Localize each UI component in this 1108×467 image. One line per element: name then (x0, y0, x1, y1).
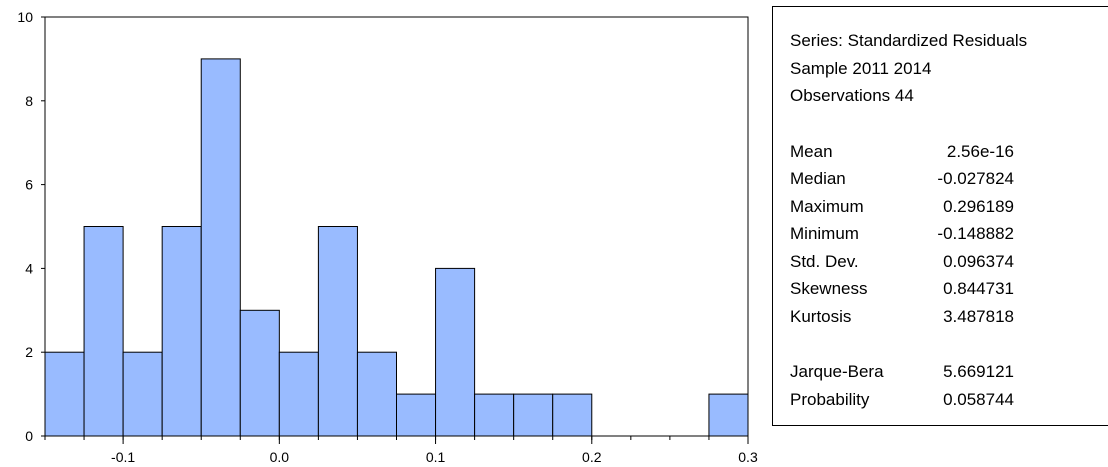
stat-row: Std. Dev. 0.096374 (790, 248, 1108, 276)
stat-value: -0.027824 (937, 169, 1014, 188)
stat-label: Median (790, 169, 846, 188)
histogram-bar (435, 267, 476, 437)
x-tick-label: 0.3 (738, 449, 758, 465)
histogram-bar (161, 226, 202, 437)
histogram-bar (708, 393, 749, 437)
test-rows: Jarque-Bera 5.669121 Probability 0.058744 (790, 358, 1108, 413)
histogram-bar (317, 226, 358, 437)
y-axis: 0 2 4 6 8 10 (17, 9, 45, 444)
stat-value: 0.296189 (943, 196, 1014, 216)
stat-row: Minimum -0.148882 (790, 220, 1108, 248)
histogram-bar (356, 351, 398, 437)
series-label: Series: Standardized Residuals (790, 31, 1028, 50)
histogram-bar (278, 351, 319, 437)
test-label: Probability (790, 389, 870, 409)
stat-row: Kurtosis 3.487818 (790, 303, 1108, 331)
test-value: 0.058744 (943, 389, 1014, 409)
histogram-bar (239, 309, 280, 437)
stat-label: Skewness (790, 279, 868, 298)
histogram-bar (83, 226, 124, 437)
stat-value: 3.487818 (943, 306, 1014, 326)
stat-value: 0.844731 (943, 279, 1014, 298)
x-tick-label: 0.2 (582, 449, 602, 465)
stat-value: -0.148882 (937, 224, 1014, 243)
histogram-bar (200, 58, 241, 437)
observations-label: Observations 44 (790, 86, 914, 105)
test-value: 5.669121 (943, 362, 1014, 381)
y-tick-label: 6 (25, 177, 33, 193)
x-tick-label: -0.1 (111, 449, 135, 465)
stat-label: Minimum (790, 224, 859, 243)
x-tick-label: 0.0 (270, 449, 290, 465)
test-row: Jarque-Bera 5.669121 (790, 358, 1108, 386)
histogram-bar (122, 351, 163, 437)
histogram-bar (552, 393, 593, 437)
y-tick-label: 2 (25, 344, 33, 360)
stat-row: Maximum 0.296189 (790, 193, 1108, 221)
stat-row: Mean 2.56e-16 (790, 138, 1108, 166)
sample-label: Sample 2011 2014 (790, 58, 932, 78)
histogram-chart: 0 2 4 6 8 10 -0.1 0.0 0.1 0.2 0.3 (17, 9, 758, 465)
stats-spacer (790, 330, 1108, 358)
stat-label: Kurtosis (790, 306, 852, 326)
stat-value: 0.096374 (943, 251, 1014, 271)
histogram-bar (513, 393, 554, 437)
descriptive-stats-panel: Series: Standardized Residuals Sample 20… (772, 6, 1108, 426)
histogram-bar (44, 351, 85, 437)
y-tick-label: 4 (25, 260, 33, 276)
x-axis: -0.1 0.0 0.1 0.2 0.3 (44, 436, 758, 465)
y-tick-label: 0 (25, 428, 33, 444)
stat-value: 2.56e-16 (946, 141, 1014, 161)
x-tick-label: 0.1 (426, 449, 446, 465)
histogram-bar (396, 393, 437, 437)
histogram-bars (44, 58, 749, 437)
stat-label: Mean (790, 141, 833, 161)
stats-spacer (790, 110, 1108, 138)
stat-label: Std. Dev. (790, 251, 859, 271)
histogram-bar (474, 393, 515, 437)
test-label: Jarque-Bera (790, 362, 884, 381)
stat-row: Median -0.027824 (790, 165, 1108, 193)
stat-label: Maximum (790, 196, 864, 216)
stat-row: Skewness 0.844731 (790, 275, 1108, 303)
y-tick-label: 10 (17, 9, 33, 25)
y-tick-label: 8 (25, 93, 33, 109)
test-row: Probability 0.058744 (790, 386, 1108, 414)
stat-rows: Mean 2.56e-16 Median -0.027824 Maximum 0.2961… (790, 138, 1108, 331)
